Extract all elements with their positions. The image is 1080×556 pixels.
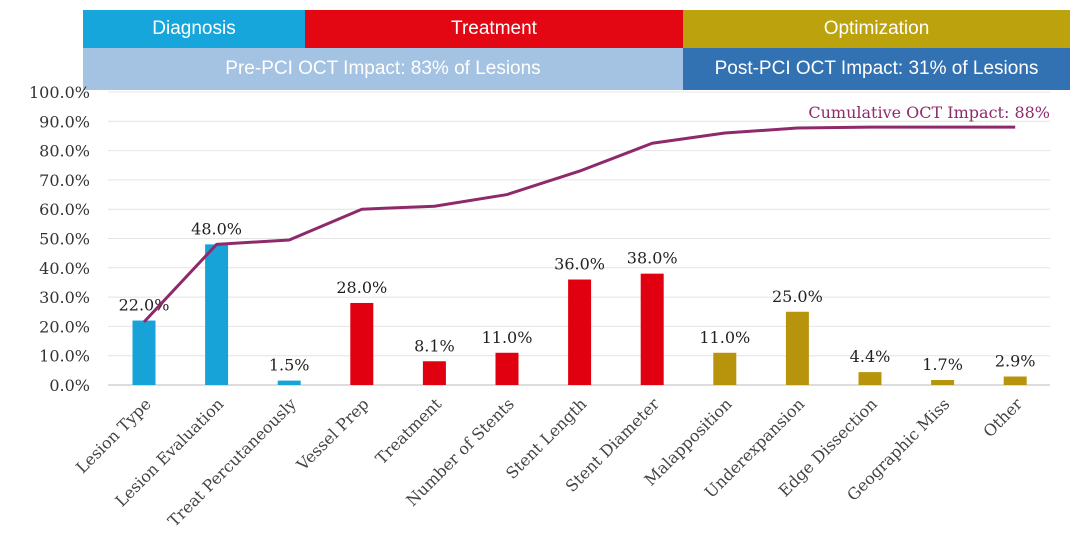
bar [277, 380, 301, 385]
phase-optimization: Optimization [683, 10, 1070, 48]
bar [1003, 376, 1027, 385]
bar [132, 320, 156, 385]
y-tick-label: 80.0% [39, 142, 90, 161]
y-tick-label: 70.0% [39, 171, 90, 190]
bar [858, 372, 882, 385]
data-label: 25.0% [772, 287, 823, 306]
post-pci-impact: Post-PCI OCT Impact: 31% of Lesions [683, 48, 1070, 90]
y-tick-label: 10.0% [39, 347, 90, 366]
y-tick-label: 40.0% [39, 259, 90, 278]
cumulative-line [142, 125, 1016, 324]
data-label: 38.0% [627, 249, 678, 268]
x-tick-label: Treat Percutaneously [164, 394, 300, 530]
data-label: 2.9% [995, 352, 1036, 371]
x-tick-label: Vessel Prep [292, 394, 372, 474]
y-tick-label: 0.0% [49, 376, 90, 395]
x-tick-label: Treatment [372, 394, 446, 468]
cumulative-annotation: Cumulative OCT Impact: 88% [808, 103, 1050, 122]
x-tick-label: Other [979, 394, 1026, 441]
bar [422, 361, 446, 385]
phase-treatment: Treatment [305, 10, 683, 48]
data-label: 11.0% [482, 328, 533, 347]
data-label: 28.0% [336, 278, 387, 297]
y-tick-label: 20.0% [39, 317, 90, 336]
y-tick-label: 30.0% [39, 288, 90, 307]
y-tick-label: 100.0% [29, 83, 90, 102]
bar [568, 279, 592, 385]
y-tick-label: 60.0% [39, 200, 90, 219]
data-label: 1.5% [269, 356, 310, 375]
bar [713, 352, 737, 385]
data-label: 4.4% [850, 347, 891, 366]
bar [931, 380, 955, 385]
bar [785, 311, 809, 385]
bar [640, 273, 664, 385]
bar [495, 352, 519, 385]
phase-diagnosis: Diagnosis [83, 10, 305, 48]
y-tick-label: 50.0% [39, 230, 90, 249]
data-label: 36.0% [554, 255, 605, 274]
data-label: 11.0% [699, 328, 750, 347]
y-tick-label: 90.0% [39, 112, 90, 131]
bar [350, 302, 374, 385]
bar [205, 244, 229, 385]
pre-pci-impact: Pre-PCI OCT Impact: 83% of Lesions [83, 48, 683, 90]
data-label: 8.1% [414, 336, 455, 355]
data-label: 1.7% [922, 355, 963, 374]
data-label: 48.0% [191, 219, 242, 238]
